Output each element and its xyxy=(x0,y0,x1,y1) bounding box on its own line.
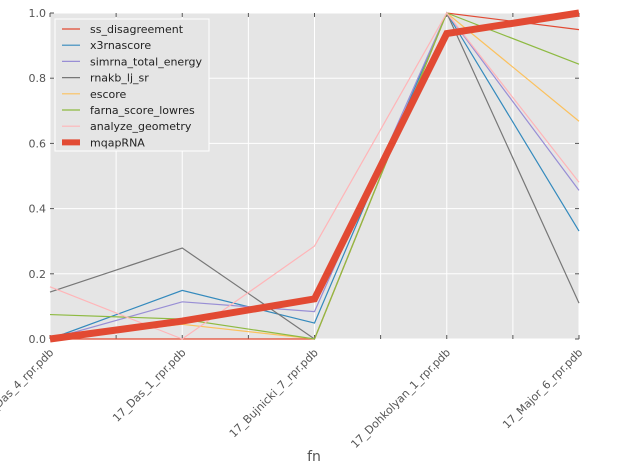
x-tick-label: 17_Dohkolyan_1_rpr.pdb xyxy=(348,346,453,451)
y-tick-label: 0.8 xyxy=(29,72,47,85)
legend-label: escore xyxy=(90,88,127,101)
legend-label: ss_disagreement xyxy=(90,23,184,36)
y-tick-label: 0.4 xyxy=(29,203,47,216)
series-line-simrna_total_energy xyxy=(49,11,580,340)
x-tick-label: 17_Major_6_rpr.pdb xyxy=(500,346,585,431)
y-tick-label: 0.2 xyxy=(29,268,47,281)
legend-label: x3rnascore xyxy=(90,39,151,52)
series-lines xyxy=(49,9,580,343)
legend-label: farna_score_lowres xyxy=(90,104,195,117)
legend-box xyxy=(54,18,210,152)
x-tick-label: 17_Das_4_rpr.pdb xyxy=(0,346,56,424)
x-tick-label: 17_Das_1_rpr.pdb xyxy=(110,346,188,424)
y-tick-label: 0.6 xyxy=(29,137,47,150)
x-tick-label: 17_Bujnicki_7_rpr.pdb xyxy=(227,346,321,440)
series-line-analyze_geometry xyxy=(49,11,580,340)
legend-label: rnakb_lj_sr xyxy=(90,72,149,85)
legend: ss_disagreement x3rnascore simrna_total_en… xyxy=(54,18,210,152)
legend-label: simrna_total_energy xyxy=(90,55,203,68)
series-line-mqapRNA xyxy=(49,9,580,343)
y-tick-label: 1.0 xyxy=(29,7,47,20)
legend-label: analyze_geometry xyxy=(90,120,192,133)
y-tick-label: 0.0 xyxy=(29,333,47,346)
series-line-x3rnascore xyxy=(49,11,580,340)
x-axis-label: fn xyxy=(307,449,321,465)
legend-label: mqapRNA xyxy=(90,136,145,149)
